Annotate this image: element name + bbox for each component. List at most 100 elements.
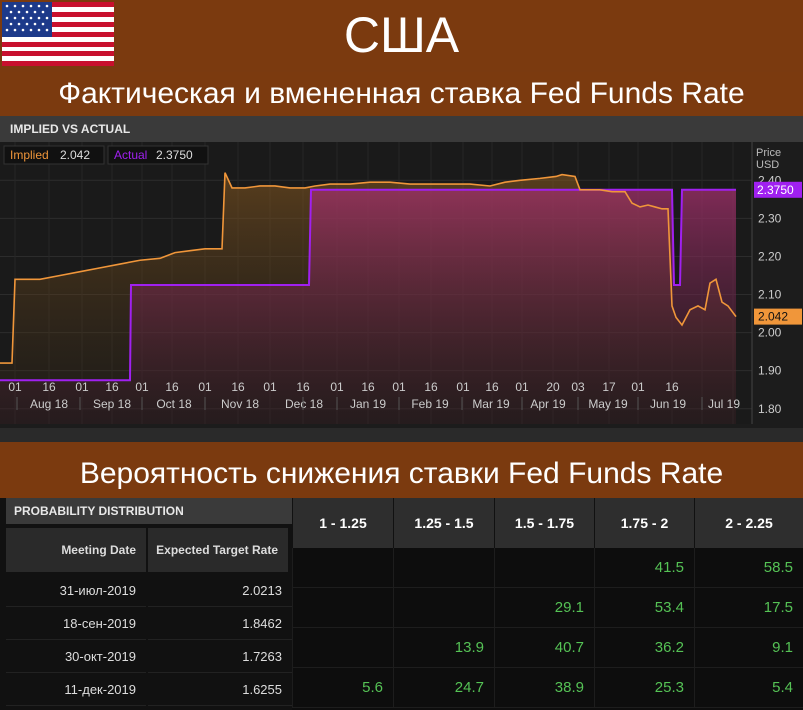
meeting-row: 18-сен-2019 1.8462 — [6, 607, 292, 640]
meeting-date: 30-окт-2019 — [6, 640, 146, 673]
expected-rate: 1.8462 — [148, 607, 292, 640]
country-header: США — [0, 0, 803, 70]
probability-cell — [292, 628, 393, 668]
y-tick-label: 1.90 — [758, 364, 782, 378]
probability-cell: 29.1 — [494, 588, 594, 628]
y-tick-label: 2.30 — [758, 211, 782, 225]
bucket-header: 1.25 - 1.5 — [393, 498, 494, 548]
expected-rate: 1.7263 — [148, 640, 292, 673]
x-month-label: Aug 18 — [30, 397, 68, 411]
x-tick-label: 16 — [105, 380, 119, 394]
x-tick-label: 17 — [602, 380, 616, 394]
probability-title: PROBABILITY DISTRIBUTION — [6, 498, 292, 524]
meeting-row: 11-дек-2019 1.6255 — [6, 673, 292, 706]
implied-vs-actual-panel: IMPLIED VS ACTUAL Price USD 1.80 1.90 2.00 2.… — [0, 116, 803, 442]
scroll-strip — [0, 428, 803, 442]
legend-actual — [107, 145, 209, 165]
probability-cell: 58.5 — [694, 548, 803, 588]
bucket-header: 2 - 2.25 — [694, 498, 803, 548]
x-month-label: Apr 19 — [530, 397, 566, 411]
y-tick-label: 1.80 — [758, 402, 782, 416]
implied-series-line — [0, 172, 737, 364]
x-tick-label: 01 — [330, 380, 344, 394]
us-flag-icon — [2, 2, 114, 66]
probability-cell: 5.6 — [292, 668, 393, 708]
actual-series-line — [0, 188, 736, 382]
x-month-label: Oct 18 — [156, 397, 192, 411]
y-tick-label: 2.10 — [758, 288, 782, 302]
x-tick-label: 01 — [631, 380, 645, 394]
probability-cell: 5.4 — [694, 668, 803, 708]
probability-panel: PROBABILITY DISTRIBUTION Meeting Date Ex… — [0, 498, 803, 710]
x-month-label: Jun 19 — [650, 397, 686, 411]
x-month-label: Jan 19 — [350, 397, 386, 411]
y-tick-label: 2.00 — [758, 326, 782, 340]
y-tick-label: 2.20 — [758, 249, 782, 263]
x-tick-label: 01 — [263, 380, 277, 394]
x-tick-label: 01 — [392, 380, 406, 394]
probability-cell: 40.7 — [494, 628, 594, 668]
implied-value-tag-text: 2.042 — [758, 310, 788, 324]
probability-cell — [393, 548, 494, 588]
meeting-date: 31-июл-2019 — [6, 574, 146, 607]
bucket-header: 1 - 1.25 — [292, 498, 393, 548]
x-tick-label: 01 — [75, 380, 89, 394]
x-tick-label: 01 — [135, 380, 149, 394]
x-tick-label: 16 — [485, 380, 499, 394]
probability-cell: 38.9 — [494, 668, 594, 708]
x-tick-label: 20 — [546, 380, 560, 394]
x-tick-label: 16 — [231, 380, 245, 394]
implied-value-tag — [754, 308, 802, 325]
probability-cell: 9.1 — [694, 628, 803, 668]
meeting-table: PROBABILITY DISTRIBUTION Meeting Date Ex… — [0, 498, 292, 710]
x-month-label: Mar 19 — [472, 397, 510, 411]
legend-implied-label: Implied — [10, 148, 49, 162]
x-tick-label: 16 — [296, 380, 310, 394]
expected-rate-header: Expected Target Rate — [148, 528, 288, 572]
meeting-row: 30-окт-2019 1.7263 — [6, 640, 292, 673]
x-tick-label: 01 — [456, 380, 470, 394]
x-month-label: Dec 18 — [285, 397, 323, 411]
actual-value-tag-text: 2.3750 — [757, 183, 794, 197]
x-month-label: Jul 19 — [708, 397, 740, 411]
x-tick-label: 16 — [424, 380, 438, 394]
x-month-label: Nov 18 — [221, 397, 259, 411]
probability-cell — [292, 588, 393, 628]
x-tick-label: 16 — [361, 380, 375, 394]
legend-actual-value: 2.3750 — [156, 148, 193, 162]
x-month-label: Feb 19 — [411, 397, 449, 411]
chart-panel-title: IMPLIED VS ACTUAL — [0, 116, 803, 142]
actual-value-tag — [754, 181, 802, 198]
x-tick-label: 16 — [665, 380, 679, 394]
legend-implied-value: 2.042 — [60, 148, 90, 162]
y-axis-title: Price — [756, 147, 781, 159]
y-axis-unit: USD — [756, 159, 779, 171]
x-tick-label: 01 — [198, 380, 212, 394]
probability-cell — [292, 548, 393, 588]
probability-cell: 13.9 — [393, 628, 494, 668]
probability-cell: 17.5 — [694, 588, 803, 628]
probability-cell — [393, 588, 494, 628]
probability-cell: 24.7 — [393, 668, 494, 708]
legend-implied — [3, 145, 105, 165]
bucket-header: 1.5 - 1.75 — [494, 498, 594, 548]
probability-cell: 53.4 — [594, 588, 694, 628]
actual-area — [0, 189, 736, 424]
bucket-header: 1.75 - 2 — [594, 498, 694, 548]
x-tick-label: 01 — [515, 380, 529, 394]
x-month-label: May 19 — [588, 397, 628, 411]
x-tick-label: 16 — [42, 380, 56, 394]
probability-cell: 25.3 — [594, 668, 694, 708]
probability-cell: 36.2 — [594, 628, 694, 668]
meeting-date: 18-сен-2019 — [6, 607, 146, 640]
probability-cell: 41.5 — [594, 548, 694, 588]
expected-rate: 1.6255 — [148, 673, 292, 706]
expected-rate: 2.0213 — [148, 574, 292, 607]
country-title: США — [343, 7, 460, 63]
x-month-label: Sep 18 — [93, 397, 131, 411]
chart-heading: Фактическая и вмененная ставка Fed Funds… — [0, 72, 803, 116]
x-tick-label: 16 — [165, 380, 179, 394]
legend-actual-label: Actual — [114, 148, 147, 162]
x-tick-label: 03 — [571, 380, 585, 394]
meeting-date: 11-дек-2019 — [6, 673, 146, 706]
